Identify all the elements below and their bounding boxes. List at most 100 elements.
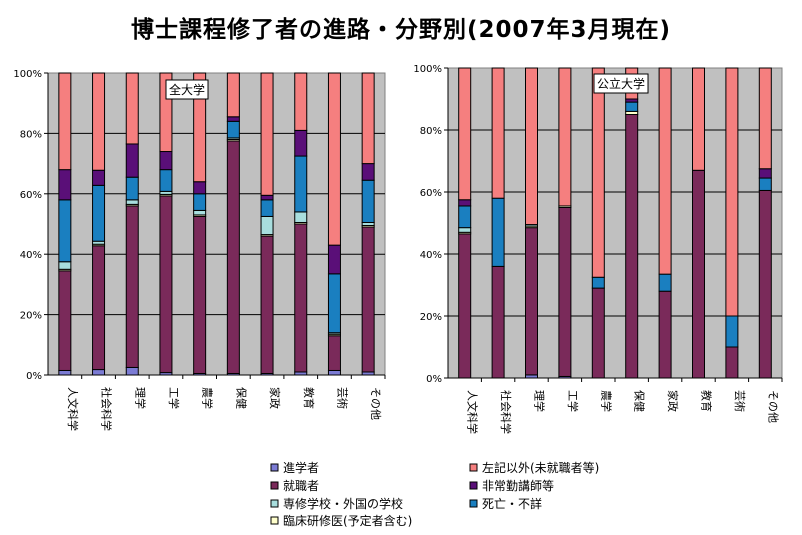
- subchart-title-box: [165, 79, 209, 100]
- x-category-label: 教育: [700, 390, 714, 412]
- bar-segment: [558, 207, 572, 377]
- legend-label: 非常勤講師等: [482, 478, 554, 493]
- bar-segment: [361, 72, 375, 165]
- legend-swatch: [270, 499, 279, 508]
- bar-segment: [458, 199, 472, 207]
- y-tick-label: 40%: [20, 250, 42, 261]
- bar-segment: [725, 346, 739, 379]
- bar-segment: [327, 273, 341, 334]
- legend-item: 左記以外(未就職者等): [469, 460, 599, 475]
- legend-swatch: [469, 463, 478, 472]
- bar-segment: [327, 369, 341, 376]
- x-category-label: 保健: [633, 390, 647, 412]
- bar-segment: [193, 181, 207, 195]
- legend-label: 進学者: [283, 460, 319, 475]
- x-category-label: 人文科学: [66, 387, 80, 431]
- subchart-title-box: [593, 73, 649, 94]
- bar-segment: [125, 366, 139, 376]
- bar-segment: [159, 195, 173, 374]
- bar-segment: [458, 205, 472, 229]
- bar-segment: [361, 163, 375, 181]
- y-tick-label: 20%: [20, 311, 42, 322]
- x-category-label: 家政: [666, 390, 680, 412]
- x-category-label: 工学: [566, 390, 580, 412]
- bar-segment: [226, 116, 240, 122]
- legend-item: 専修学校・外国の学校: [270, 496, 403, 511]
- bar-segment: [591, 276, 605, 289]
- y-tick-label: 80%: [420, 126, 442, 137]
- x-category-label: 保健: [234, 387, 248, 409]
- bar-segment: [758, 67, 772, 170]
- bar-segment: [525, 227, 538, 376]
- bar-segment: [361, 226, 375, 373]
- legend-label: 臨床研修医(予定者含む): [283, 513, 412, 528]
- bar-segment: [58, 169, 72, 201]
- bar-segment: [558, 67, 572, 207]
- legend-swatch: [270, 463, 279, 472]
- bar-segment: [125, 205, 139, 368]
- bar-segment: [758, 189, 772, 379]
- y-tick-label: 100%: [13, 69, 42, 80]
- bar-segment: [491, 197, 505, 267]
- bar-segment: [491, 67, 505, 199]
- x-category-label: 理学: [533, 390, 547, 412]
- bar-segment: [658, 273, 672, 292]
- bar-segment: [294, 129, 308, 157]
- bar-segment: [692, 67, 705, 171]
- x-category-label: 理学: [133, 387, 147, 409]
- legend-swatch: [469, 481, 478, 490]
- bar-segment: [361, 179, 375, 223]
- bar-segment: [725, 315, 739, 348]
- x-category-label: 人文科学: [466, 390, 480, 434]
- bar-segment: [226, 120, 240, 139]
- bar-segment: [327, 72, 341, 246]
- bar-segment: [125, 199, 139, 205]
- legend-item: 臨床研修医(予定者含む): [270, 513, 412, 528]
- x-category-label: 工学: [167, 387, 181, 409]
- bar-segment: [758, 177, 772, 191]
- chart-all-universities: 0% 20% 40% 60% 80% 100% 人文科学 社会科学 理学 工学 農学 保健 家政 教育 芸術…: [13, 69, 386, 431]
- x-category-label: 教育: [302, 387, 316, 409]
- bar-segment: [58, 369, 72, 376]
- bar-segment: [758, 168, 772, 179]
- bar-segment: [294, 155, 308, 213]
- bar-segment: [458, 227, 472, 233]
- legend-item: 非常勤講師等: [469, 478, 554, 493]
- subchart-title: 公立大学: [597, 76, 645, 91]
- bar-segment: [125, 176, 139, 201]
- bar-segment: [193, 72, 207, 183]
- legend-swatch: [270, 481, 279, 490]
- bar-segment: [58, 270, 72, 371]
- legend-label: 左記以外(未就職者等): [482, 460, 599, 475]
- bar-segment: [458, 67, 472, 201]
- bar-segment: [193, 209, 207, 216]
- bar-segment: [491, 265, 505, 379]
- bar-segment: [725, 67, 739, 317]
- bar-segment: [294, 223, 308, 373]
- bar-segment: [226, 140, 240, 374]
- y-tick-label: 20%: [420, 312, 442, 323]
- chart-title: 博士課程修了者の進路・分野別(2007年3月現在): [130, 17, 672, 43]
- x-category-label: 社会科学: [100, 387, 114, 431]
- bar-segment: [92, 72, 106, 171]
- bar-segment: [92, 369, 106, 376]
- bar-segment: [58, 199, 72, 263]
- bar-segment: [625, 101, 639, 112]
- bar-segment: [692, 169, 705, 379]
- legend-item: 死亡・不詳: [469, 496, 542, 511]
- bar-segment: [193, 215, 207, 374]
- x-category-label: 農学: [201, 387, 215, 409]
- bar-segment: [591, 67, 605, 278]
- x-category-label: 芸術: [733, 390, 746, 412]
- bar-segment: [193, 193, 207, 211]
- x-category-label: 社会科学: [499, 390, 513, 434]
- bar-segment: [294, 211, 308, 223]
- bar-segment: [260, 72, 274, 196]
- bar-segment: [58, 72, 72, 171]
- bar-segment: [260, 194, 274, 201]
- bar-segment: [159, 169, 173, 192]
- subchart-title: 全大学: [169, 82, 205, 97]
- bar-segment: [625, 114, 639, 379]
